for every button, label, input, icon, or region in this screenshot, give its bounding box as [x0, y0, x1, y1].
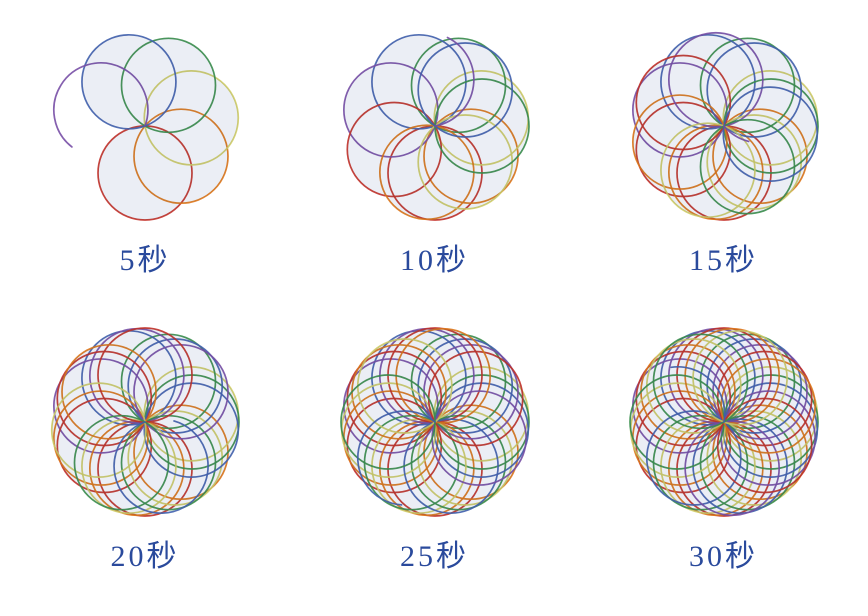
spirograph-canvas-10s	[342, 33, 530, 221]
spirograph-canvas-25s	[339, 327, 530, 517]
spirograph-panel-5s: 5秒	[0, 0, 290, 308]
panel-caption-30s: 30秒	[689, 540, 758, 573]
spirograph-panel-20s: 20秒	[0, 308, 290, 616]
spirograph-panel-30s: 30秒	[579, 308, 868, 616]
spirograph-canvas-15s	[631, 31, 819, 221]
spirograph-canvas-5s	[53, 33, 240, 221]
panel-caption-10s: 10秒	[400, 244, 469, 277]
panel-caption-5s: 5秒	[119, 244, 171, 277]
spirograph-panel-15s: 15秒	[579, 0, 868, 308]
spirograph-panel-10s: 10秒	[290, 0, 579, 308]
spirograph-canvas-20s	[50, 327, 240, 517]
spirograph-panel-25s: 25秒	[290, 308, 579, 616]
panel-caption-25s: 25秒	[400, 540, 469, 573]
spirograph-canvas-30s	[628, 327, 819, 517]
panel-caption-15s: 15秒	[689, 244, 758, 277]
panel-caption-20s: 20秒	[110, 540, 180, 573]
